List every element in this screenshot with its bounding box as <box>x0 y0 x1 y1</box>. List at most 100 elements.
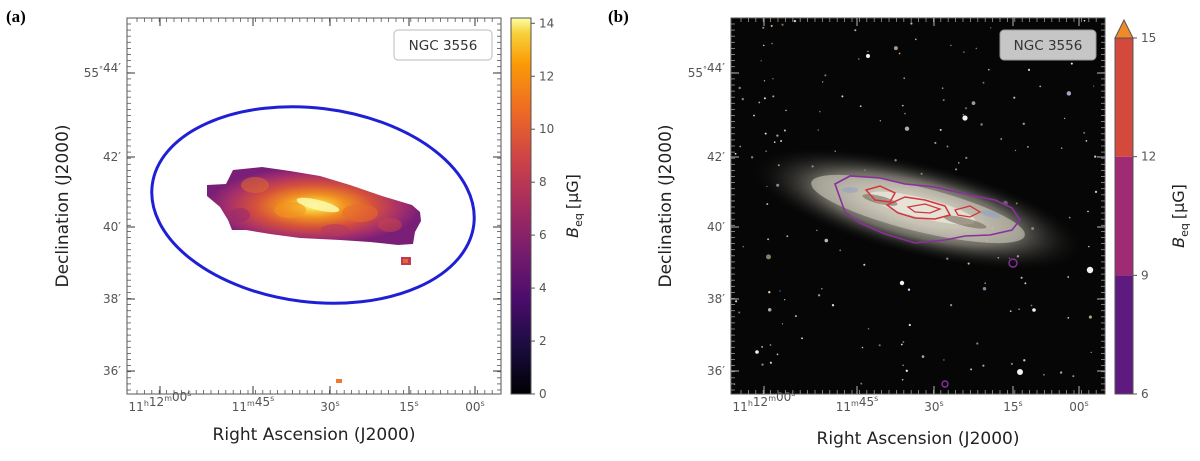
star <box>781 323 784 325</box>
star <box>860 382 863 385</box>
x-tick-label: 11h12m00s <box>129 389 192 414</box>
star <box>941 87 944 89</box>
colorbar-a-var: B <box>563 227 582 238</box>
star <box>1063 117 1066 120</box>
star <box>780 139 783 143</box>
map-blob-core <box>403 259 408 263</box>
panel-label-b: (b) <box>608 7 629 26</box>
star <box>738 86 741 90</box>
bright-star <box>1032 308 1036 312</box>
panel-a-colorbar: 0 2 4 6 8 10 12 14 Beq [μG] <box>510 16 585 401</box>
star <box>820 287 823 290</box>
colorbar-b-title: Beq [μG] <box>1169 184 1191 248</box>
x-tick-label: 30s <box>320 399 339 414</box>
star <box>801 337 803 340</box>
star <box>1088 315 1092 319</box>
star <box>1043 373 1045 376</box>
star <box>982 81 985 84</box>
colorbar-b-extend-arrow <box>1114 18 1134 39</box>
star <box>1070 62 1073 65</box>
colorbar-a-tick-label: 8 <box>539 175 547 189</box>
star <box>841 95 844 98</box>
star <box>750 156 754 159</box>
star <box>861 346 864 349</box>
star <box>878 344 881 347</box>
contour-inner-3 <box>906 203 942 214</box>
star <box>1067 276 1070 278</box>
star <box>965 156 968 160</box>
map-blob-tiny <box>336 379 342 383</box>
panel-b-xlabel: Right Ascension (J2000) <box>817 429 1020 449</box>
star <box>824 74 827 77</box>
star <box>990 27 992 29</box>
star <box>786 235 789 238</box>
galaxy-ellipse <box>150 105 476 305</box>
star <box>793 19 797 23</box>
star <box>1018 308 1020 311</box>
x-tick-label: 11m45s <box>232 394 275 414</box>
contour-inner-2 <box>885 196 952 220</box>
star <box>921 355 925 358</box>
object-name-box-a: NGC 3556 <box>393 29 493 61</box>
star <box>1088 245 1090 248</box>
bright-star <box>866 54 870 58</box>
star <box>1060 147 1063 149</box>
colorbar-b-tick-label: 9 <box>1141 268 1149 282</box>
star <box>1087 210 1089 213</box>
star <box>975 47 978 50</box>
star <box>854 29 857 32</box>
star <box>950 44 952 47</box>
colorbar-a-unit: [μG] <box>563 174 582 209</box>
star <box>839 249 842 252</box>
colorbar-b-level <box>1115 38 1133 157</box>
panel-b-ticks: 11h12m00s 11m45s 30s 15s 00s 55°44′ 42′ 40′ 38′ 3… <box>688 18 1105 414</box>
colorbar-a-tick-label: 12 <box>539 69 554 83</box>
colorbar-a-ticks: 0 2 4 6 8 10 12 14 <box>531 16 554 401</box>
contour-bottom-blob <box>941 380 949 388</box>
star <box>904 126 910 131</box>
star <box>785 109 787 112</box>
star <box>1094 155 1097 158</box>
star <box>769 361 772 364</box>
star <box>1023 359 1026 362</box>
star <box>735 300 738 303</box>
panel-label-a: (a) <box>6 7 26 26</box>
colorbar-b-var: B <box>1169 237 1188 248</box>
x-tick-label: 15s <box>1003 399 1022 414</box>
star <box>753 114 755 117</box>
panel-b-plot: NGC 3556 11h12m00s 11m45s 30s 15s 00s 55°44′ 4… <box>656 17 1106 449</box>
star <box>943 359 945 361</box>
y-tick-label: 55°44′ <box>84 61 122 80</box>
star <box>898 52 901 55</box>
star <box>779 290 781 292</box>
colorbar-a-tick-label: 0 <box>539 387 547 401</box>
star <box>980 123 983 126</box>
star <box>1083 131 1086 134</box>
star <box>742 245 745 248</box>
map-mottling <box>230 177 402 236</box>
y-tick-label: 38′ <box>103 292 121 306</box>
panel-b-ylabel: Declination (J2000) <box>656 124 676 287</box>
star <box>903 77 905 79</box>
star <box>817 294 821 297</box>
bright-star <box>899 280 905 286</box>
star <box>761 363 764 366</box>
panel-b-colorbar: 6 9 12 15 Beq [μG] <box>1114 18 1191 401</box>
star <box>982 364 985 367</box>
star <box>900 343 903 346</box>
star <box>867 328 870 330</box>
colorbar-a-tick-label: 4 <box>539 281 547 295</box>
contour-inner-4 <box>953 205 982 218</box>
star <box>963 51 965 53</box>
star <box>1092 85 1095 87</box>
colorbar-a-gradient <box>510 17 532 395</box>
star <box>763 79 766 82</box>
star <box>863 263 866 266</box>
star <box>1059 371 1063 374</box>
star <box>768 291 771 294</box>
star <box>942 99 945 102</box>
star <box>910 22 913 25</box>
y-tick-label: 55°44′ <box>688 61 726 80</box>
star <box>776 134 779 137</box>
star <box>819 110 821 113</box>
